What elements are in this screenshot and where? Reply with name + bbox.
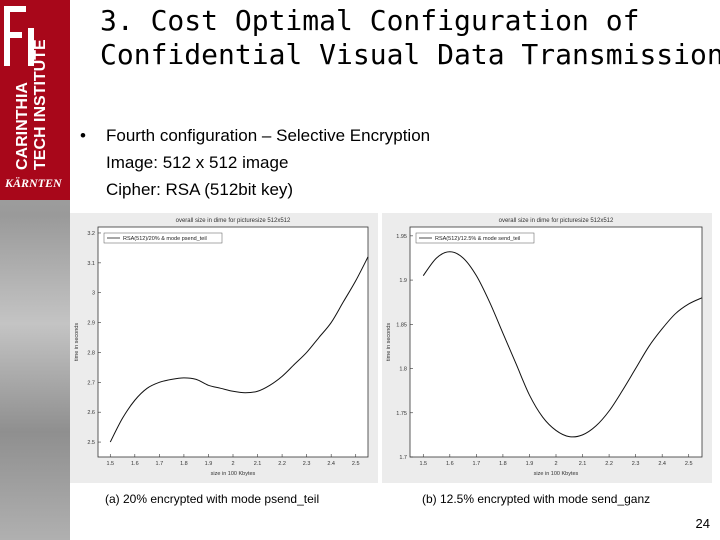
x-tick-label: 2.3	[303, 461, 311, 467]
y-tick-label: 1.9	[399, 278, 407, 284]
y-tick-label: 2.9	[87, 321, 95, 327]
y-tick-label: 3.2	[87, 231, 95, 237]
x-tick-label: 2.2	[278, 461, 286, 467]
y-tick-label: 3	[92, 291, 95, 297]
bullet-subline: Image: 512 x 512 image	[106, 153, 289, 172]
x-tick-label: 2	[231, 461, 234, 467]
x-tick-label: 1.8	[499, 461, 507, 467]
chart-title: overall size in dime for picturesize 512…	[176, 218, 291, 224]
y-tick-label: 2.6	[87, 410, 95, 416]
x-axis-label: size in 100 Kbytes	[534, 471, 579, 477]
plot-area	[409, 226, 703, 458]
x-tick-label: 2.3	[632, 461, 640, 467]
slide-title: 3. Cost Optimal Configuration of Confide…	[100, 4, 720, 71]
x-tick-label: 1.5	[106, 461, 114, 467]
x-tick-label: 2.1	[254, 461, 262, 467]
x-axis-label: size in 100 Kbytes	[211, 471, 256, 477]
bullet-list: • Fourth configuration – Selective Encryp…	[80, 122, 430, 203]
bullet-item: • Fourth configuration – Selective Encryp…	[80, 126, 431, 145]
x-tick-label: 1.7	[473, 461, 481, 467]
region-mark: KÄRNTEN	[5, 176, 62, 190]
y-axis-label: time in seconds	[386, 323, 392, 361]
y-tick-label: 2.7	[87, 380, 95, 386]
logo-text: CARINTHIA TECH INSTITUTE	[14, 39, 49, 170]
legend-entry: RSA(512)/20% & mode psend_teil	[123, 236, 207, 242]
bullet-subline: Cipher: RSA (512bit key)	[106, 180, 294, 199]
caption-a: (a) 20% encrypted with mode psend_teil	[105, 492, 320, 506]
x-tick-label: 2.5	[685, 461, 693, 467]
y-tick-label: 3.1	[87, 261, 95, 267]
institute-logo: CARINTHIA TECH INSTITUTE	[0, 0, 70, 200]
y-tick-label: 1.95	[396, 234, 407, 240]
y-tick-label: 1.8	[399, 367, 407, 373]
x-tick-label: 2.2	[605, 461, 613, 467]
x-tick-label: 1.6	[446, 461, 454, 467]
caption-b: (b) 12.5% encrypted with mode send_ganz	[422, 492, 651, 506]
x-tick-label: 1.6	[131, 461, 139, 467]
chart-b: overall size in dime for picturesize 512…	[382, 213, 712, 483]
y-tick-label: 1.85	[396, 322, 407, 328]
x-tick-label: 1.8	[180, 461, 188, 467]
sidebar-decoration: CARINTHIA TECH INSTITUTE KÄRNTEN	[0, 0, 70, 540]
series-line	[422, 251, 703, 438]
plot-area	[97, 226, 369, 458]
y-tick-label: 2.5	[87, 440, 95, 446]
chart-a: overall size in dime for picturesize 512…	[70, 213, 378, 483]
x-tick-label: 2.1	[579, 461, 587, 467]
chart-a-svg: overall size in dime for picturesize 512…	[74, 218, 369, 477]
series-line	[109, 256, 369, 443]
legend-box	[415, 232, 535, 244]
legend-entry: RSA(512)/12.5% & mode send_teil	[435, 236, 520, 242]
x-tick-label: 2.4	[327, 461, 335, 467]
y-tick-label: 2.8	[87, 350, 95, 356]
x-tick-label: 2.5	[352, 461, 360, 467]
x-tick-label: 1.9	[526, 461, 534, 467]
legend-box	[103, 232, 223, 244]
chart-title: overall size in dime for picturesize 512…	[499, 218, 614, 224]
chart-b-svg: overall size in dime for picturesize 512…	[386, 218, 703, 477]
page-number: 24	[695, 516, 710, 531]
x-tick-label: 1.5	[419, 461, 427, 467]
y-tick-label: 1.7	[399, 455, 407, 461]
x-tick-label: 1.7	[156, 461, 164, 467]
y-tick-label: 1.75	[396, 411, 407, 417]
fh-logo-icon	[4, 6, 34, 66]
x-tick-label: 2	[554, 461, 557, 467]
x-tick-label: 2.4	[658, 461, 666, 467]
x-tick-label: 1.9	[205, 461, 213, 467]
y-axis-label: time in seconds	[74, 323, 80, 361]
